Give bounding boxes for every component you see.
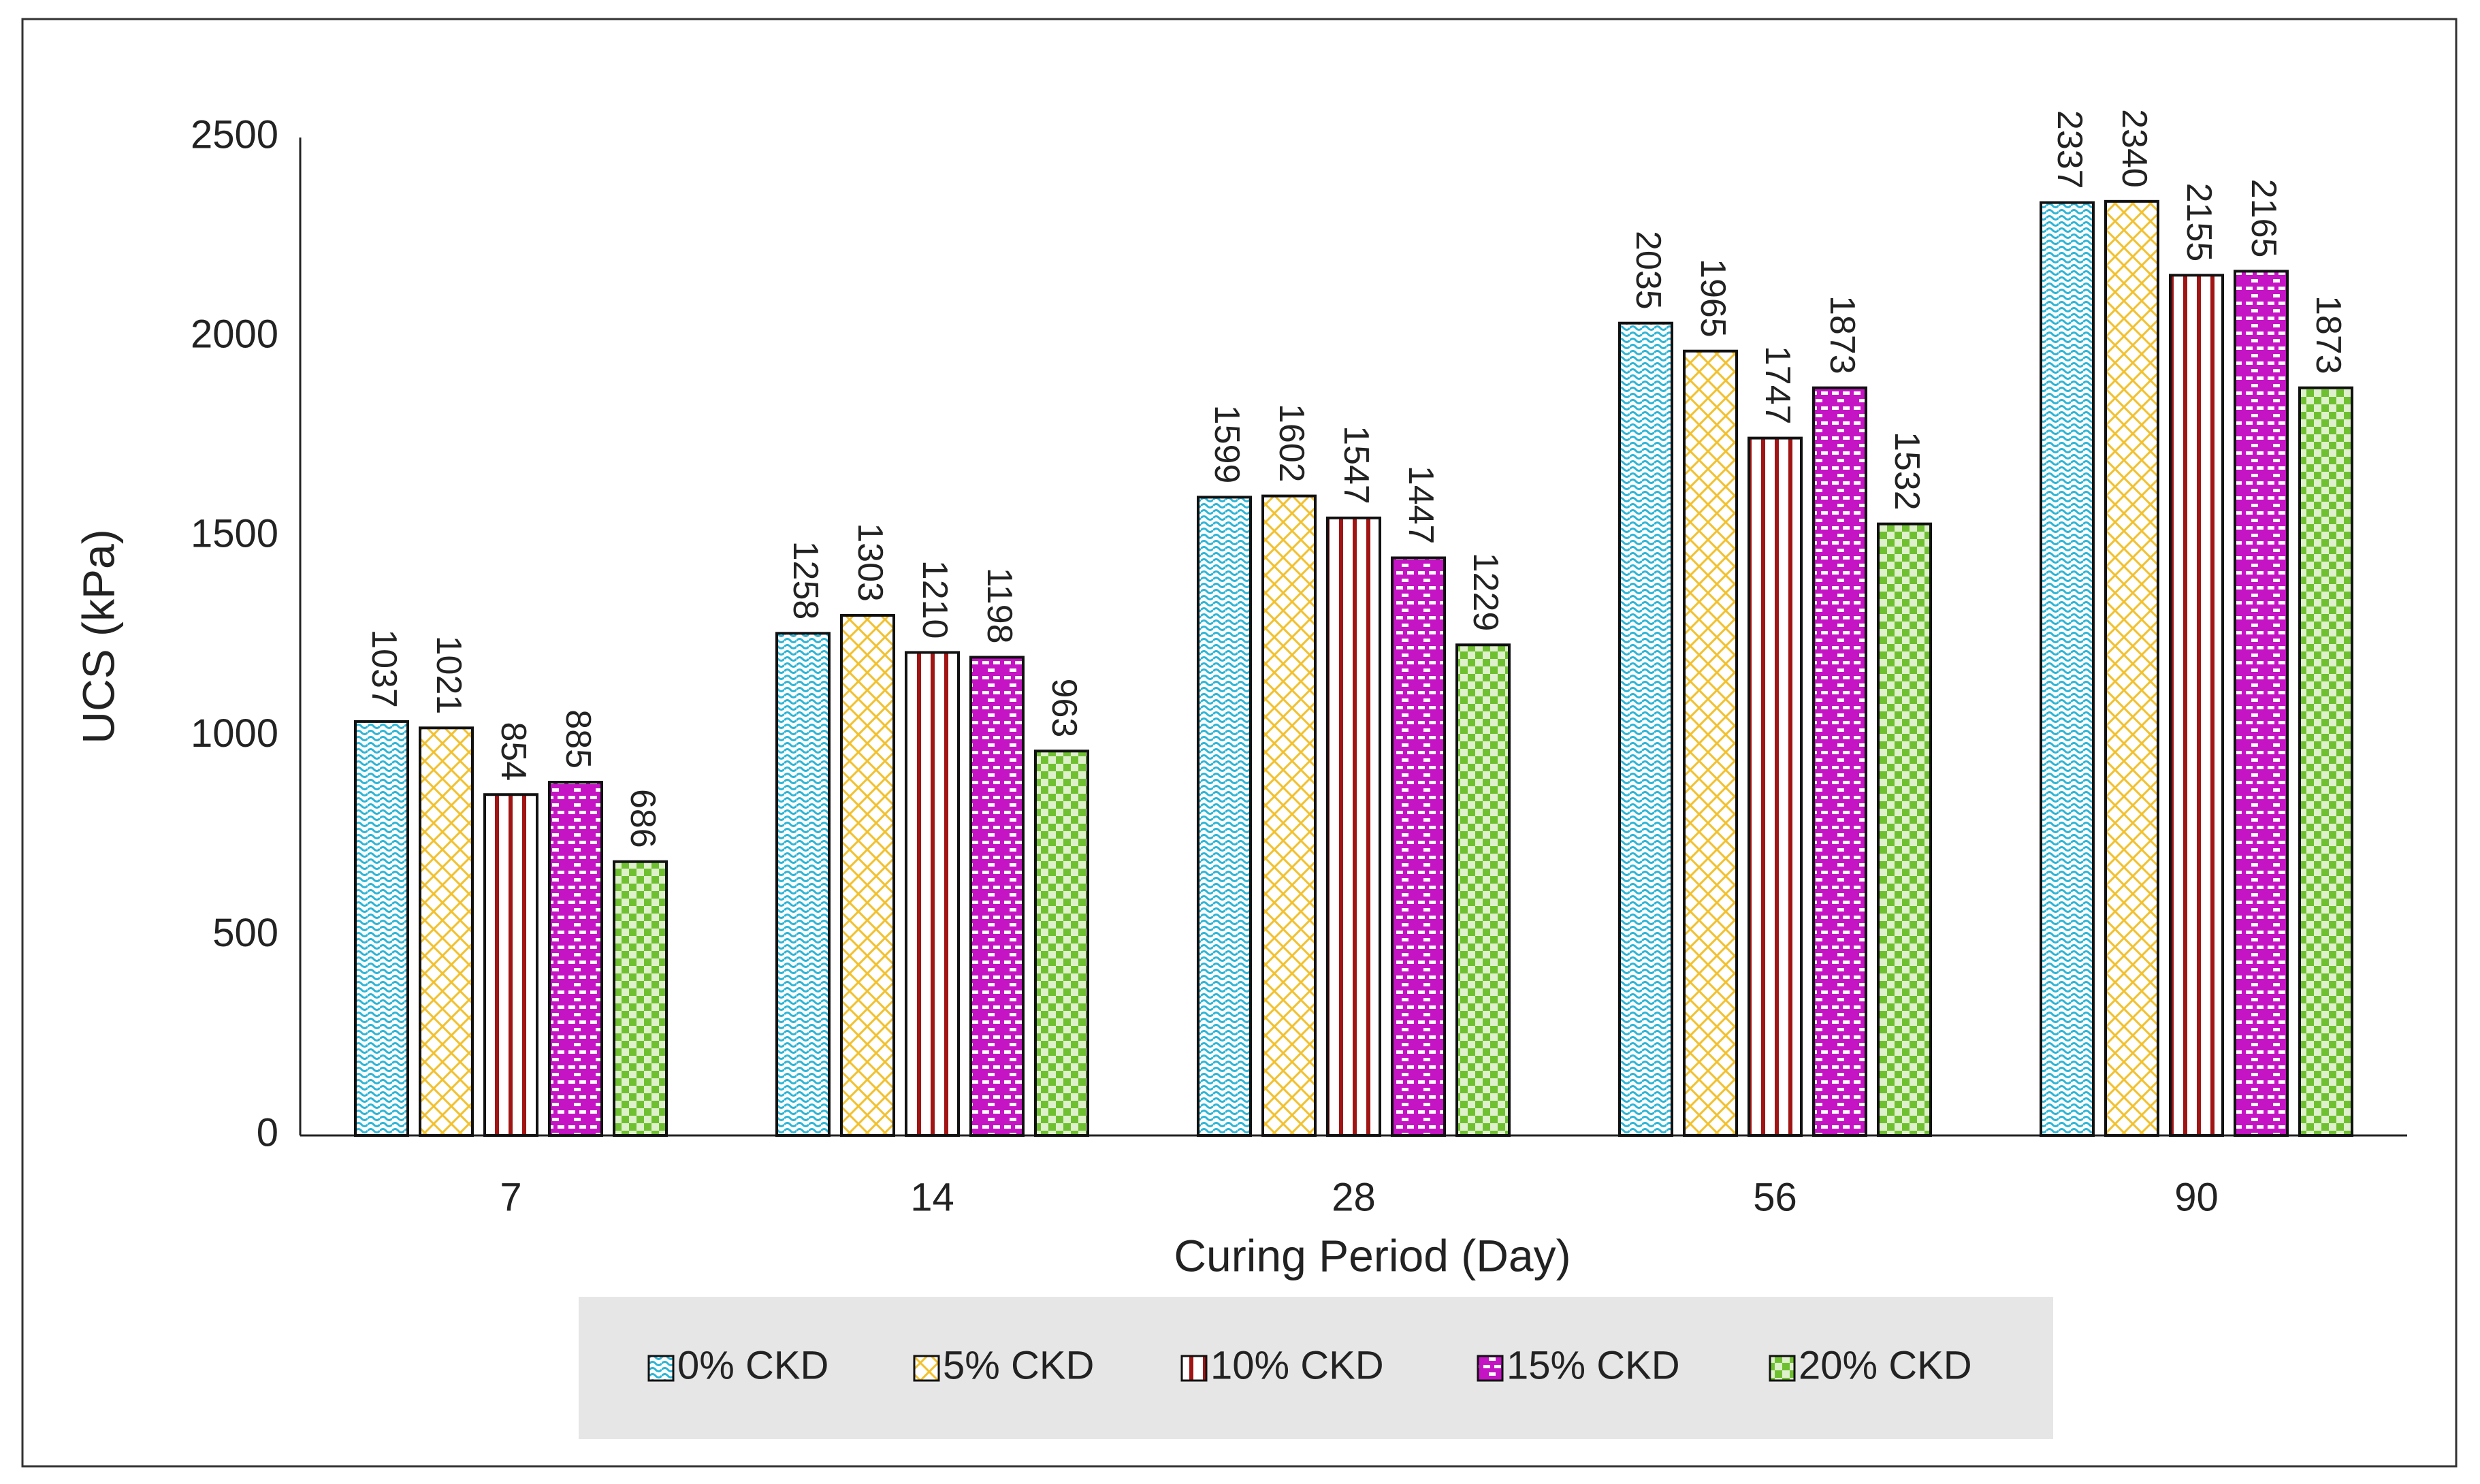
- value-label: 2340: [2114, 109, 2154, 188]
- value-label: 854: [494, 722, 533, 781]
- legend-swatch: [1477, 1355, 1504, 1382]
- legend-label: 10% CKD: [1210, 1343, 1384, 1387]
- y-tick-label: 1500: [191, 512, 278, 556]
- x-tick-label: 14: [910, 1175, 954, 1219]
- bar: [1197, 496, 1252, 1137]
- bar: [354, 720, 409, 1137]
- bar: [905, 651, 960, 1137]
- bar: [1391, 556, 1446, 1137]
- bar: [1326, 516, 1381, 1137]
- bar: [2169, 274, 2224, 1138]
- value-label: 1602: [1272, 404, 1311, 483]
- bar: [840, 613, 895, 1137]
- value-label: 1547: [1336, 425, 1376, 504]
- bar: [2234, 270, 2289, 1138]
- bar: [1812, 386, 1867, 1137]
- bar: [2104, 199, 2159, 1138]
- bar: [775, 632, 831, 1137]
- x-tick-label: 56: [1753, 1175, 1797, 1219]
- bar: [1618, 321, 1673, 1137]
- bar: [613, 860, 668, 1137]
- value-label: 1965: [1693, 259, 1733, 338]
- value-label: 2337: [2050, 110, 2089, 189]
- value-label: 1873: [1822, 295, 1862, 374]
- legend-swatch: [1180, 1355, 1208, 1382]
- y-tick-label: 2500: [191, 112, 278, 157]
- value-label: 1747: [1758, 346, 1797, 425]
- y-tick-label: 500: [212, 911, 278, 955]
- value-label: 1873: [2308, 295, 2348, 374]
- y-tick-label: 1000: [191, 711, 278, 756]
- y-axis-title: UCS (kPa): [73, 529, 123, 743]
- bar: [548, 781, 603, 1137]
- value-label: 1258: [786, 541, 825, 620]
- bar: [1877, 522, 1932, 1137]
- x-tick-label: 90: [2174, 1175, 2219, 1219]
- legend-label: 15% CKD: [1507, 1343, 1680, 1387]
- legend-swatch: [647, 1355, 675, 1382]
- legend-swatch: [1769, 1355, 1796, 1382]
- value-label: 885: [558, 709, 598, 769]
- legend-label: 20% CKD: [1799, 1343, 1972, 1387]
- y-tick-label: 2000: [191, 312, 278, 357]
- value-label: 1210: [915, 560, 954, 639]
- value-label: 963: [1044, 679, 1084, 738]
- legend-label: 0% CKD: [677, 1343, 828, 1387]
- bar: [1748, 436, 1803, 1137]
- value-label: 686: [623, 789, 662, 848]
- value-label: 1599: [1207, 405, 1246, 484]
- legend-label: 5% CKD: [943, 1343, 1094, 1387]
- value-label: 1303: [850, 523, 890, 602]
- value-label: 1229: [1466, 553, 1505, 632]
- x-tick-label: 28: [1332, 1175, 1376, 1219]
- bar: [419, 726, 474, 1138]
- legend-box: [579, 1297, 2053, 1439]
- value-label: 1198: [980, 568, 1019, 644]
- x-tick-label: 7: [500, 1175, 521, 1219]
- value-label: 2165: [2244, 179, 2283, 258]
- bar: [2298, 386, 2353, 1137]
- y-tick-label: 0: [257, 1110, 278, 1155]
- value-label: 1532: [1887, 432, 1927, 511]
- bar: [2040, 201, 2095, 1137]
- x-axis-title: Curing Period (Day): [1174, 1230, 1571, 1280]
- value-label: 2035: [1628, 231, 1668, 310]
- bar: [1455, 643, 1511, 1137]
- bar: [969, 656, 1025, 1137]
- bar: [483, 793, 538, 1137]
- bar: [1261, 494, 1317, 1137]
- bar: [1034, 749, 1089, 1137]
- value-label: 1447: [1401, 466, 1440, 545]
- legend-swatch: [913, 1355, 940, 1382]
- value-label: 1037: [364, 629, 404, 708]
- value-label: 2155: [2179, 183, 2219, 262]
- bar: [1683, 349, 1738, 1137]
- value-label: 1021: [429, 636, 468, 715]
